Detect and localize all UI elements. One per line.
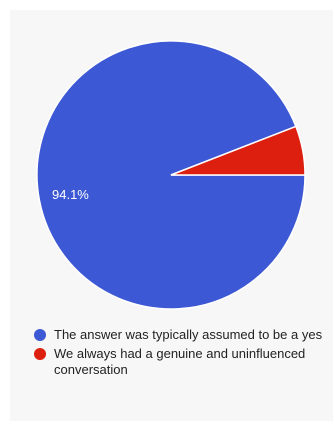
legend-label-yes: The answer was typically assumed to be a… (54, 327, 323, 342)
legend-swatch-yes (34, 329, 46, 341)
pie-label-yes: 94.1% (52, 187, 89, 202)
legend: The answer was typically assumed to be a… (34, 327, 331, 381)
pie-chart: 94.1% (36, 40, 306, 310)
legend-item-yes[interactable]: The answer was typically assumed to be a… (34, 327, 331, 343)
chart-card: 94.1% The answer was typically assumed t… (10, 10, 333, 421)
pie-slice-genuine[interactable] (170, 125, 306, 176)
legend-swatch-genuine (34, 348, 46, 360)
legend-label-genuine: We always had a genuine and uninfluenced… (54, 346, 306, 377)
legend-item-genuine[interactable]: We always had a genuine and uninfluenced… (34, 346, 331, 378)
